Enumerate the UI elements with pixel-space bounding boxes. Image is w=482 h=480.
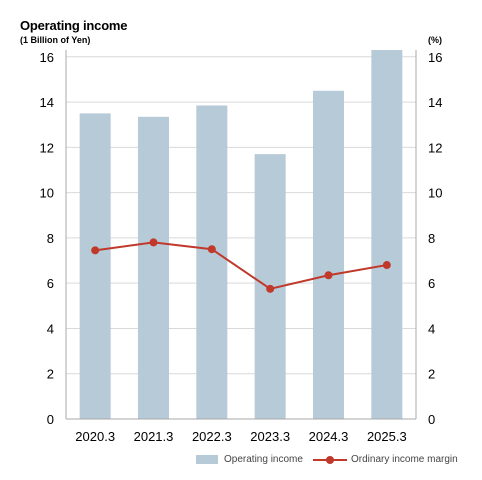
y-left-tick-label: 6 xyxy=(47,276,54,291)
legend-label-operating-income: Operating income xyxy=(224,454,303,465)
margin-point xyxy=(149,238,158,247)
y-left-tick-label: 0 xyxy=(47,412,54,427)
y-left-tick-label: 4 xyxy=(47,321,54,336)
left-axis-unit: (1 Billion of Yen) xyxy=(20,35,91,45)
y-left-tick-label: 14 xyxy=(40,95,54,110)
margin-point xyxy=(382,261,391,270)
legend-label-ordinary-income-margin: Ordinary income margin xyxy=(351,454,458,465)
bar xyxy=(371,50,403,419)
bar xyxy=(79,113,111,419)
margin-point xyxy=(91,246,100,255)
tick-labels: 0 2 4 6 8 10 12 14 16 0 2 4 6 8 10 12 14 16 2020.3 2021.3 20… xyxy=(40,50,443,444)
right-axis-unit: (%) xyxy=(428,35,442,45)
margin-point xyxy=(207,245,216,254)
y-left-tick-label: 16 xyxy=(40,50,54,65)
y-left-tick-label: 10 xyxy=(40,186,54,201)
legend-line-swatch xyxy=(313,455,347,465)
x-tick-label: 2025.3 xyxy=(367,429,407,444)
margin-line xyxy=(91,238,391,293)
y-right-tick-label: 0 xyxy=(428,412,435,427)
bars xyxy=(79,50,403,420)
axes xyxy=(65,50,417,420)
y-left-tick-label: 2 xyxy=(47,367,54,382)
x-tick-label: 2024.3 xyxy=(309,429,349,444)
y-right-tick-label: 10 xyxy=(428,186,442,201)
grid-lines xyxy=(66,56,416,375)
chart-title: Operating income xyxy=(20,18,128,33)
margin-series-line xyxy=(95,241,388,290)
x-tick-label: 2021.3 xyxy=(134,429,174,444)
margin-point xyxy=(266,284,275,293)
legend-bar-swatch xyxy=(196,455,218,464)
y-right-tick-label: 12 xyxy=(428,140,442,155)
y-right-tick-label: 4 xyxy=(428,321,435,336)
legend-item-ordinary-income-margin: Ordinary income margin xyxy=(313,454,458,465)
bar xyxy=(138,116,169,419)
y-right-tick-label: 2 xyxy=(428,367,435,382)
y-left-tick-label: 8 xyxy=(47,231,54,246)
y-right-tick-label: 6 xyxy=(428,276,435,291)
x-tick-label: 2023.3 xyxy=(250,429,290,444)
y-left-tick-label: 12 xyxy=(40,140,54,155)
x-tick-label: 2022.3 xyxy=(192,429,232,444)
bar xyxy=(196,105,228,419)
bar xyxy=(313,90,344,419)
y-right-tick-label: 16 xyxy=(428,50,442,65)
x-tick-label: 2020.3 xyxy=(75,429,115,444)
margin-point xyxy=(324,271,333,280)
y-right-tick-label: 14 xyxy=(428,95,442,110)
legend-item-operating-income: Operating income xyxy=(196,454,303,465)
y-right-tick-label: 8 xyxy=(428,231,435,246)
